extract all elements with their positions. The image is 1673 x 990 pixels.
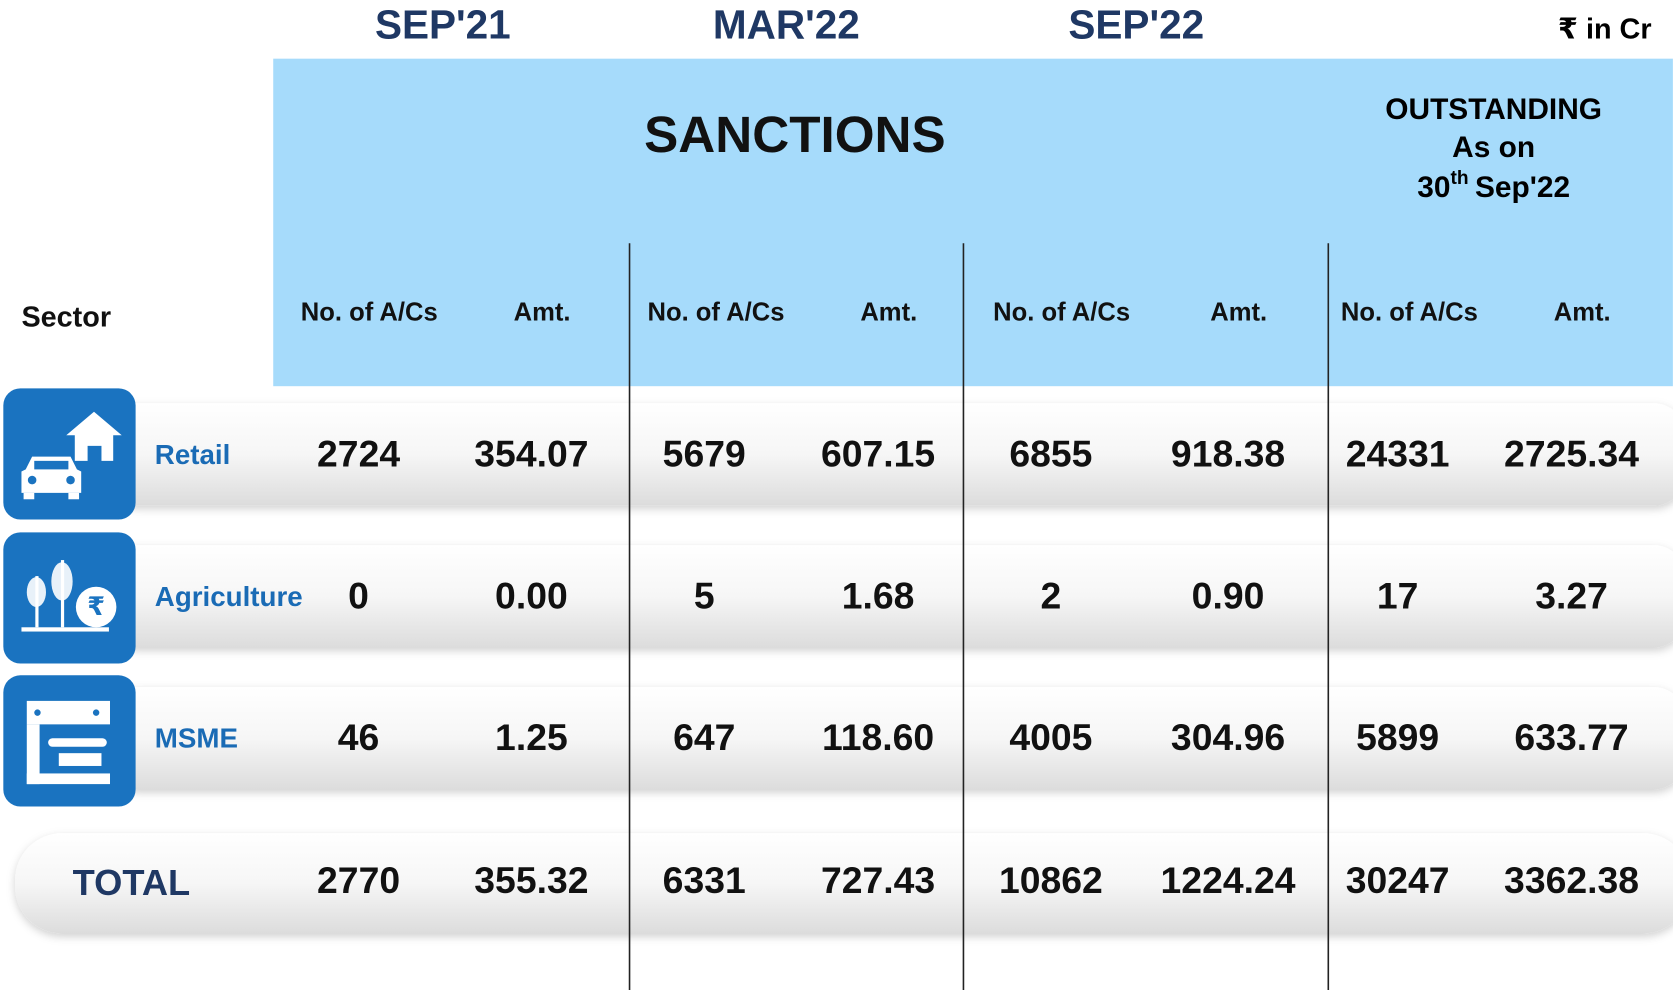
cell-value: 0.00	[495, 574, 568, 616]
day: 30	[1417, 171, 1450, 204]
period: MAR'22	[713, 1, 860, 47]
agriculture-icon: ₹	[3, 532, 136, 664]
rows: Retail 2724 354.07 5679 607.15 6855 918.38 2433…	[15, 403, 1673, 934]
cell-value: 304.96	[1171, 716, 1285, 758]
retail-icon	[3, 388, 136, 520]
column-header: Amt.	[1554, 298, 1611, 326]
outstanding-title: OUTSTANDING	[1385, 93, 1602, 126]
month: Sep'22	[1475, 171, 1570, 204]
sector-header: Sector	[21, 302, 111, 334]
cell-value: 0	[348, 574, 369, 616]
cell-value: 24331	[1346, 432, 1450, 474]
sector-label: Retail	[155, 439, 230, 470]
cell-value: 4005	[1009, 716, 1092, 758]
sanctions-title: SANCTIONS	[644, 106, 945, 163]
cell-value: 3.27	[1535, 574, 1608, 616]
total-value: 30247	[1346, 859, 1450, 901]
column-header: Amt.	[860, 298, 917, 326]
row-band	[106, 403, 1673, 506]
cell-value: 2724	[317, 432, 400, 474]
cell-value: 17	[1377, 574, 1419, 616]
column-header: Amt.	[514, 298, 571, 326]
outstanding-as-on: As on	[1452, 131, 1535, 164]
cell-value: 2725.34	[1504, 432, 1639, 474]
total-band	[15, 833, 1673, 934]
cell-value: 633.77	[1514, 716, 1628, 758]
total-value: 2770	[317, 859, 400, 901]
cell-value: 2	[1041, 574, 1062, 616]
msme-icon	[3, 675, 136, 807]
total-value: 6331	[663, 859, 746, 901]
total-value: 3362.38	[1504, 859, 1639, 901]
cell-value: 46	[338, 716, 380, 758]
column-header: No. of A/Cs	[1341, 298, 1478, 326]
sector-label: Agriculture	[155, 581, 303, 612]
cell-value: 1.25	[495, 716, 568, 758]
cell-value: 1.68	[842, 574, 915, 616]
outstanding-date: 30th Sep'22	[1417, 168, 1570, 203]
column-header: No. of A/Cs	[647, 298, 784, 326]
sector-label: MSME	[155, 723, 238, 754]
total-value: 727.43	[821, 859, 935, 901]
cell-value: 5	[694, 574, 715, 616]
total-value: 1224.24	[1161, 859, 1296, 901]
total-value: 355.32	[474, 859, 588, 901]
cell-value: 354.07	[474, 432, 588, 474]
row-band	[106, 545, 1673, 648]
header-band	[273, 58, 1673, 387]
cell-value: 5899	[1356, 716, 1439, 758]
cell-value: 118.60	[822, 716, 934, 758]
total-label: TOTAL	[73, 862, 191, 903]
column-header: No. of A/Cs	[993, 298, 1130, 326]
cell-value: 5679	[663, 432, 746, 474]
cell-value: 607.15	[821, 432, 935, 474]
cell-value: 918.38	[1171, 432, 1285, 474]
svg-text:₹: ₹	[87, 593, 105, 621]
period: SEP'22	[1068, 1, 1204, 47]
column-header: Amt.	[1210, 298, 1267, 326]
unit: ₹ in Cr	[1558, 14, 1652, 46]
total-value: 10862	[999, 859, 1103, 901]
row-band	[106, 687, 1673, 790]
suffix: th	[1450, 168, 1468, 189]
column-header: No. of A/Cs	[301, 298, 438, 326]
period: SEP'21	[375, 1, 511, 47]
cell-value: 647	[673, 716, 735, 758]
cell-value: 6855	[1009, 432, 1092, 474]
cell-value: 0.90	[1192, 574, 1265, 616]
